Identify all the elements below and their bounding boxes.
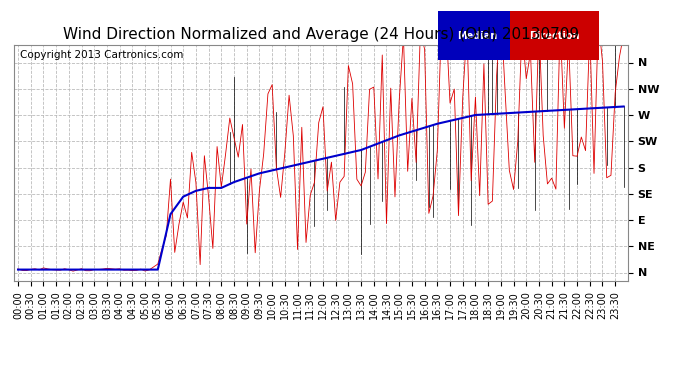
Text: Median: Median — [457, 30, 497, 40]
Text: Copyright 2013 Cartronics.com: Copyright 2013 Cartronics.com — [20, 50, 184, 60]
Text: Direction: Direction — [529, 30, 580, 40]
Title: Wind Direction Normalized and Average (24 Hours) (Old) 20130709: Wind Direction Normalized and Average (2… — [63, 27, 579, 42]
